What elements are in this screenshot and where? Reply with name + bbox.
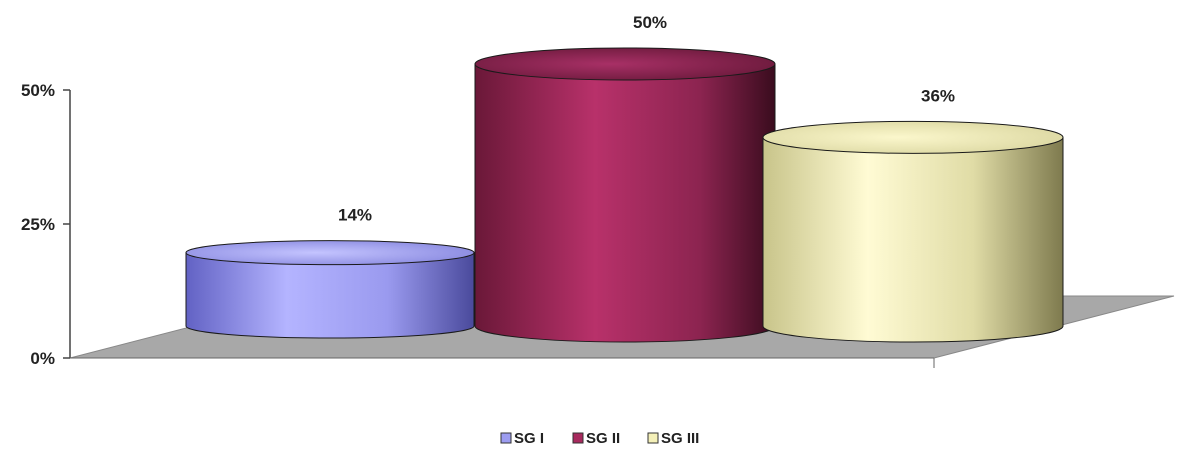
bar-sg1 bbox=[185, 240, 475, 339]
bar-sg2-top bbox=[474, 47, 776, 81]
bar-sg2-body bbox=[474, 63, 776, 343]
data-labels-group: 14% 50% 36% bbox=[338, 13, 955, 225]
data-label-sg3: 36% bbox=[921, 86, 955, 105]
y-tick-label: 25% bbox=[21, 215, 55, 234]
y-tick-label: 0% bbox=[30, 349, 55, 368]
legend-swatch-sg2 bbox=[572, 432, 584, 444]
bar-sg3 bbox=[762, 120, 1064, 343]
y-tick-label: 50% bbox=[21, 81, 55, 100]
data-label-sg1: 14% bbox=[338, 206, 372, 225]
bar-sg3-body bbox=[762, 136, 1064, 343]
bars-group bbox=[185, 47, 1064, 343]
bar-sg1-top bbox=[185, 240, 475, 266]
data-label-sg2: 50% bbox=[633, 13, 667, 32]
legend-swatch-sg3 bbox=[647, 432, 659, 444]
legend-label-sg1: SG I bbox=[514, 430, 544, 447]
legend: SG I SG II SG III bbox=[500, 430, 699, 447]
legend-swatch-sg1 bbox=[500, 432, 512, 444]
legend-label-sg3: SG III bbox=[661, 430, 699, 447]
bar-sg2 bbox=[474, 47, 776, 343]
y-axis-ticks: 0% 25% 50% bbox=[21, 81, 70, 368]
legend-label-sg2: SG II bbox=[586, 430, 620, 447]
bar-sg1-body bbox=[185, 252, 475, 339]
bar-sg3-top bbox=[762, 120, 1064, 154]
